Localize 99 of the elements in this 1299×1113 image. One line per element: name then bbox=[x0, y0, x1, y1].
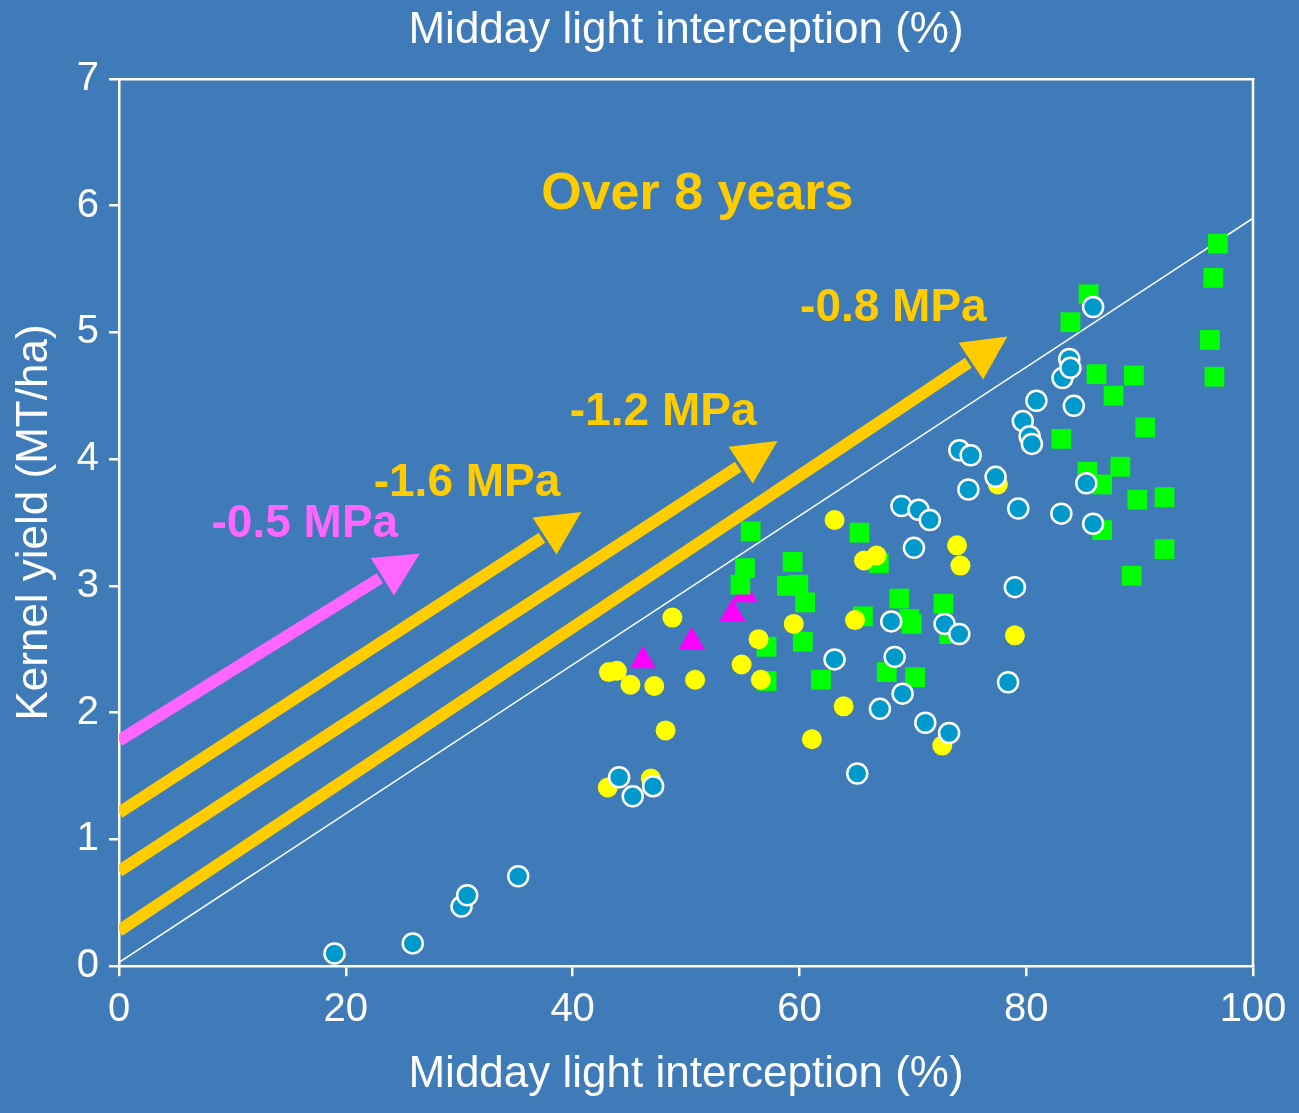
series-label: -0.8 MPa bbox=[800, 279, 988, 332]
x-tick-label: 40 bbox=[550, 985, 595, 1030]
point bbox=[914, 711, 937, 735]
point bbox=[795, 592, 815, 613]
point bbox=[933, 593, 954, 614]
x-tick-label: 0 bbox=[107, 985, 131, 1030]
y-tick-label: 1 bbox=[76, 814, 100, 859]
point bbox=[641, 774, 665, 798]
point bbox=[844, 610, 865, 631]
y-tick-label: 5 bbox=[76, 307, 100, 352]
point bbox=[1020, 432, 1044, 456]
point bbox=[1127, 489, 1148, 510]
point bbox=[1004, 625, 1025, 646]
point bbox=[748, 629, 769, 650]
x2-axis-title: Midday light interception (%) bbox=[408, 2, 964, 52]
point bbox=[401, 932, 424, 955]
series-label: -1.2 MPa bbox=[569, 383, 757, 436]
y-tick-label: 2 bbox=[76, 687, 100, 732]
point bbox=[620, 674, 641, 695]
point bbox=[948, 622, 971, 646]
point bbox=[1121, 565, 1142, 586]
point bbox=[891, 682, 914, 705]
point bbox=[783, 613, 804, 634]
point bbox=[849, 522, 870, 543]
point bbox=[918, 508, 942, 532]
point bbox=[823, 648, 846, 671]
point bbox=[1110, 456, 1131, 477]
point bbox=[883, 645, 906, 669]
point bbox=[1075, 471, 1098, 495]
point bbox=[880, 610, 903, 633]
point bbox=[984, 465, 1007, 489]
x-axis-title: Midday light interception (%) bbox=[408, 1046, 964, 1096]
point bbox=[740, 521, 761, 542]
x-tick-label: 60 bbox=[777, 985, 822, 1030]
series-label: -1.6 MPa bbox=[373, 454, 561, 507]
point bbox=[905, 667, 925, 688]
point bbox=[1051, 428, 1072, 449]
point bbox=[1050, 502, 1073, 525]
y-tick-label: 0 bbox=[76, 941, 100, 986]
point bbox=[730, 574, 751, 595]
point bbox=[1124, 365, 1144, 386]
point bbox=[685, 669, 706, 690]
point bbox=[788, 574, 809, 595]
point bbox=[1081, 512, 1105, 536]
y-tick-label: 3 bbox=[76, 560, 100, 605]
point bbox=[323, 942, 346, 965]
y-tick-label: 6 bbox=[76, 180, 100, 225]
point bbox=[1154, 539, 1175, 560]
y-axis-title: Kernel yield (MT/ha) bbox=[6, 324, 56, 721]
point bbox=[933, 612, 956, 636]
point bbox=[750, 669, 771, 690]
point bbox=[644, 676, 665, 697]
point bbox=[950, 555, 971, 576]
point bbox=[1135, 417, 1156, 438]
point bbox=[792, 631, 813, 652]
point bbox=[846, 762, 869, 785]
point bbox=[866, 545, 887, 566]
point bbox=[655, 720, 676, 741]
point bbox=[731, 654, 752, 675]
point bbox=[996, 670, 1020, 694]
point bbox=[1025, 389, 1048, 413]
point bbox=[947, 535, 968, 556]
point bbox=[1060, 312, 1081, 333]
point bbox=[782, 551, 803, 572]
annotation: Over 8 years bbox=[541, 161, 854, 220]
x-tick-label: 20 bbox=[323, 985, 369, 1030]
point bbox=[937, 721, 961, 745]
point bbox=[1062, 394, 1086, 418]
x-tick-label: 80 bbox=[1003, 985, 1049, 1030]
point bbox=[1204, 366, 1225, 387]
point bbox=[1059, 356, 1082, 380]
point bbox=[890, 494, 913, 518]
point bbox=[801, 729, 822, 750]
point bbox=[824, 509, 845, 530]
point bbox=[889, 588, 910, 609]
point bbox=[1086, 364, 1107, 385]
point bbox=[868, 697, 892, 721]
point bbox=[959, 444, 982, 467]
point bbox=[506, 864, 530, 888]
point bbox=[957, 478, 980, 501]
point bbox=[811, 669, 831, 690]
point bbox=[833, 696, 854, 717]
point bbox=[1081, 295, 1105, 319]
point bbox=[1207, 233, 1228, 254]
y-tick-label: 7 bbox=[76, 53, 100, 98]
point bbox=[1007, 497, 1030, 520]
point bbox=[455, 883, 479, 907]
point bbox=[621, 785, 644, 808]
point bbox=[1003, 575, 1027, 599]
point bbox=[1154, 487, 1175, 508]
x-tick-label: 100 bbox=[1219, 985, 1287, 1030]
point bbox=[901, 614, 922, 634]
point bbox=[902, 536, 926, 560]
point bbox=[1203, 267, 1224, 288]
point bbox=[1200, 330, 1220, 350]
point bbox=[607, 766, 631, 789]
point bbox=[1103, 385, 1124, 406]
point bbox=[662, 607, 683, 628]
y-tick-label: 4 bbox=[76, 434, 100, 479]
